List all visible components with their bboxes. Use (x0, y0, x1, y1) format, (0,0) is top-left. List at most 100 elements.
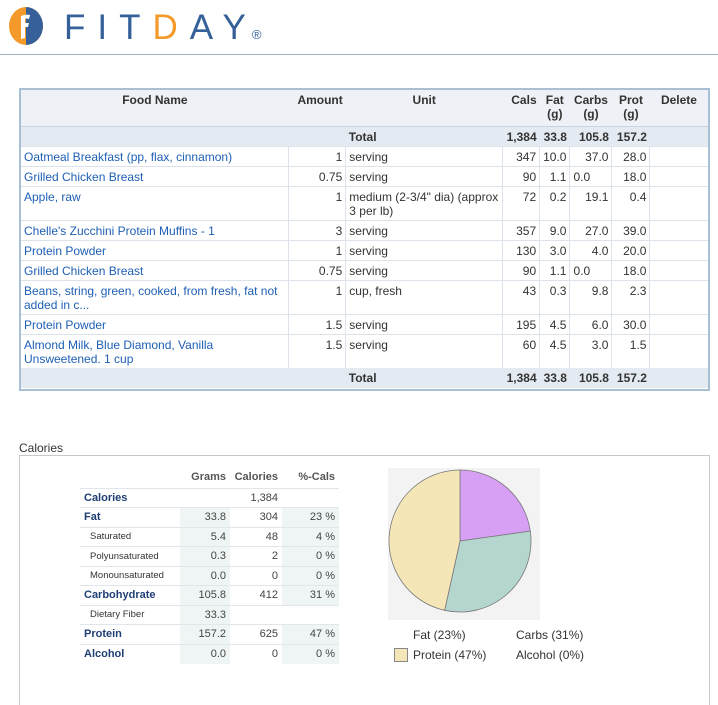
legend-alcohol: Alcohol (0%) (516, 648, 585, 662)
carbs-cell: 3.0 (569, 333, 613, 368)
amount-cell[interactable]: 0.75 (288, 259, 347, 280)
unit-cell[interactable]: serving (345, 219, 504, 240)
table-row[interactable]: Protein Powder 1 serving 130 3.0 4.0 20.0 (21, 239, 708, 260)
col-cals: Cals (502, 90, 540, 127)
unit-cell[interactable]: cup, fresh (345, 279, 504, 314)
fitday-logo-text[interactable]: FITDAY® (64, 8, 262, 48)
cals-cell: 347 (502, 145, 541, 166)
col-grams: Grams (191, 470, 226, 483)
prot-cell: 39.0 (611, 219, 651, 240)
delete-cell[interactable] (649, 165, 708, 186)
fat-cell: 10.0 (539, 145, 571, 166)
logo-letter: T (119, 8, 153, 47)
food-name-link[interactable]: Grilled Chicken Breast (24, 169, 144, 184)
logo-letter: I (97, 8, 120, 47)
food-name-link[interactable]: Apple, raw (24, 189, 81, 204)
unit-cell[interactable]: serving (345, 165, 504, 186)
amount-cell[interactable]: 1 (288, 185, 347, 220)
total-fat: 33.8 (539, 126, 570, 146)
fat-cell: 4.5 (539, 313, 571, 334)
nutrient-row-alcohol: Alcohol 0.0 0 0 % (80, 643, 339, 664)
food-name-link[interactable]: Beans, string, green, cooked, from fresh… (24, 283, 278, 312)
nutrient-row-polyunsaturated: Polyunsaturated 0.3 2 0 % (80, 546, 339, 566)
legend-fat: Fat (23%) (413, 628, 466, 642)
col-fat-unit: (g) (547, 107, 563, 121)
calories-panel: Grams Calories %-Cals Calories 1,384 Fat 3… (19, 455, 710, 705)
cals-cell: 43 (502, 279, 541, 314)
prot-cell: 0.4 (611, 185, 651, 220)
cals-cell: 90 (502, 259, 541, 280)
fitday-logo-icon[interactable] (8, 6, 44, 46)
table-row[interactable]: Chelle's Zucchini Protein Muffins - 1 3 se… (21, 219, 708, 240)
unit-cell[interactable]: medium (2-3/4" dia) (approx 3 per lb) (345, 185, 504, 220)
pie-slice-fat (459, 469, 531, 542)
prot-cell: 18.0 (611, 259, 651, 280)
total-carbs: 105.8 (569, 126, 612, 146)
unit-cell[interactable]: serving (345, 333, 504, 368)
legend-swatch-protein (394, 648, 408, 662)
table-row[interactable]: Oatmeal Breakfast (pp, flax, cinnamon) 1 s… (21, 145, 708, 166)
site-header: FITDAY® (0, 0, 718, 55)
col-food-name: Food Name (21, 90, 289, 127)
table-row[interactable]: Grilled Chicken Breast 0.75 serving 90 1.1 0.… (21, 165, 708, 186)
delete-cell[interactable] (649, 333, 708, 368)
pie-slice-carbs (444, 530, 532, 613)
total-label: Total (345, 367, 503, 388)
amount-cell[interactable]: 3 (288, 219, 347, 240)
amount-cell[interactable]: 1.5 (288, 333, 347, 368)
table-header-row: Food Name Amount Unit Cals Fat (g) Carbs(… (21, 90, 708, 127)
cals-cell: 195 (502, 313, 541, 334)
total-prot: 157.2 (611, 126, 650, 146)
food-name-link[interactable]: Protein Powder (24, 317, 107, 332)
carbs-cell: 4.0 (569, 239, 613, 260)
food-name-link[interactable]: Almond Milk, Blue Diamond, Vanilla Unswe… (24, 337, 214, 366)
unit-cell[interactable]: serving (345, 313, 504, 334)
logo-letter: Y (222, 8, 258, 47)
total-row-bottom: Total 1,384 33.8 105.8 157.2 (21, 367, 708, 388)
table-row[interactable]: Almond Milk, Blue Diamond, Vanilla Unswe… (21, 333, 708, 368)
amount-cell[interactable]: 1 (288, 279, 347, 314)
table-row[interactable]: Beans, string, green, cooked, from fresh… (21, 279, 708, 314)
legend-protein: Protein (47%) (413, 648, 487, 662)
unit-cell[interactable]: serving (345, 239, 504, 260)
total-carbs: 105.8 (569, 367, 612, 388)
logo-letter: F (64, 8, 98, 47)
carbs-cell: 6.0 (569, 313, 613, 334)
unit-cell[interactable]: serving (345, 145, 504, 166)
col-calories: Calories (234, 470, 278, 483)
delete-cell[interactable] (649, 259, 708, 280)
table-row[interactable]: Grilled Chicken Breast 0.75 serving 90 1.1 0.… (21, 259, 708, 280)
food-name-link[interactable]: Oatmeal Breakfast (pp, flax, cinnamon) (24, 149, 233, 164)
table-row[interactable]: Apple, raw 1 medium (2-3/4" dia) (approx 3… (21, 185, 708, 220)
delete-cell[interactable] (649, 145, 708, 166)
carbs-cell: 9.8 (569, 279, 613, 314)
calories-section-title: Calories (19, 441, 64, 455)
fat-cell: 0.2 (539, 185, 571, 220)
pie-slice-protein (388, 469, 461, 611)
legend-carbs: Carbs (31%) (516, 628, 584, 642)
col-delete: Delete (649, 90, 708, 127)
delete-cell[interactable] (649, 185, 708, 220)
pie-slices (388, 469, 532, 613)
total-fat: 33.8 (539, 367, 570, 388)
amount-cell[interactable]: 0.75 (288, 165, 347, 186)
food-name-link[interactable]: Protein Powder (24, 243, 107, 258)
delete-cell[interactable] (649, 219, 708, 240)
prot-cell: 30.0 (611, 313, 651, 334)
cals-cell: 357 (502, 219, 541, 240)
nutrient-row-fat: Fat 33.8 304 23 % (80, 507, 339, 527)
amount-cell[interactable]: 1.5 (288, 313, 347, 334)
table-row[interactable]: Protein Powder 1.5 serving 195 4.5 6.0 30.0 (21, 313, 708, 334)
prot-cell: 20.0 (611, 239, 651, 260)
food-name-link[interactable]: Chelle's Zucchini Protein Muffins - 1 (24, 223, 215, 238)
cals-cell: 72 (502, 185, 541, 220)
delete-cell[interactable] (649, 313, 708, 334)
delete-cell[interactable] (649, 279, 708, 314)
food-name-link[interactable]: Grilled Chicken Breast (24, 263, 144, 278)
fat-cell: 1.1 (539, 165, 571, 186)
amount-cell[interactable]: 1 (288, 239, 347, 260)
amount-cell[interactable]: 1 (288, 145, 347, 166)
prot-cell: 1.5 (611, 333, 651, 368)
delete-cell[interactable] (649, 239, 708, 260)
unit-cell[interactable]: serving (345, 259, 504, 280)
